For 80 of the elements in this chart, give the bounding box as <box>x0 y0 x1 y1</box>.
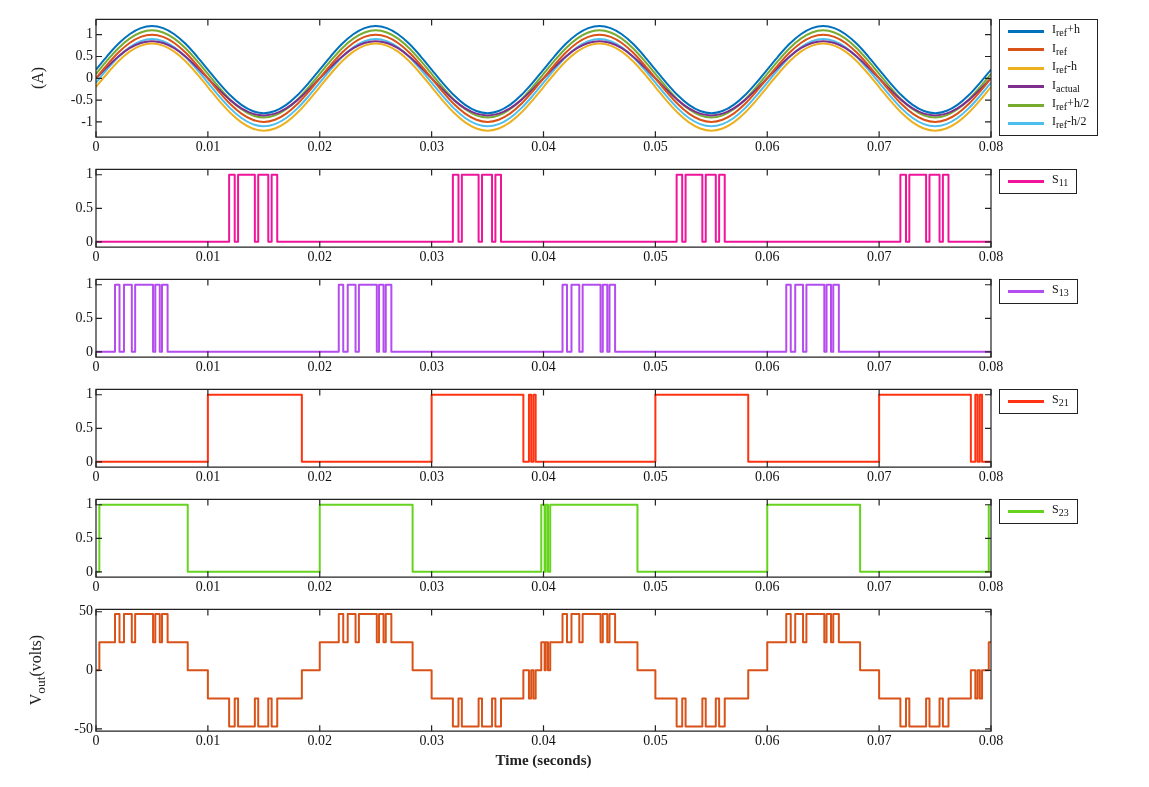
y-tick-label: 0 <box>86 563 93 579</box>
x-tick-label: 0.04 <box>531 469 556 485</box>
x-tick-label: 0.05 <box>643 579 668 595</box>
x-tick-label: 0.05 <box>643 359 668 375</box>
y-tick-label: 0 <box>86 343 93 359</box>
x-tick-label: 0.08 <box>978 579 1004 595</box>
x-tick-label: 0.07 <box>866 733 892 749</box>
y-tick-label: 0 <box>86 453 93 469</box>
x-tick-label: 0.02 <box>307 733 332 749</box>
x-tick-label: 0.02 <box>307 359 332 375</box>
x-tick-label: 0.04 <box>531 733 556 749</box>
x-axis-title: Time (seconds) <box>495 751 592 769</box>
x-tick-label: 0.05 <box>643 733 668 749</box>
x-tick-label: 0.07 <box>866 579 892 595</box>
x-tick-label: 0.01 <box>195 579 221 595</box>
x-tick-label: 0.07 <box>866 469 892 485</box>
x-tick-label: 0.05 <box>643 139 668 155</box>
x-tick-label: 0.08 <box>978 249 1004 265</box>
y-tick-label: -50 <box>74 720 93 736</box>
x-tick-label: 0.06 <box>755 579 780 595</box>
x-tick-label: 0.08 <box>978 733 1004 749</box>
x-tick-label: 0.02 <box>307 249 332 265</box>
x-tick-label: 0.08 <box>978 359 1004 375</box>
x-tick-label: 0.02 <box>307 139 332 155</box>
legend-label: I$_{ref}$-h/2 <box>1052 114 1087 133</box>
y-tick-label: 1 <box>86 166 93 182</box>
y-tick-label: 1 <box>86 276 93 292</box>
x-tick-label: 0.03 <box>419 249 444 265</box>
y-tick-label: 50 <box>79 603 93 619</box>
x-tick-label: 0.04 <box>531 139 556 155</box>
x-tick-label: 0.06 <box>755 249 780 265</box>
y-axis-title: (A) <box>29 67 47 90</box>
x-tick-label: 0.06 <box>755 733 780 749</box>
x-tick-label: 0.04 <box>531 579 556 595</box>
y-tick-label: 0.5 <box>75 419 93 435</box>
legend-label: S$_{11}$ <box>1052 172 1069 191</box>
x-tick-label: 0.06 <box>755 359 780 375</box>
x-tick-label: 0.07 <box>866 139 892 155</box>
legend-label: S$_{21}$ <box>1052 392 1069 411</box>
y-tick-label: 1 <box>86 496 93 512</box>
y-tick-label: 0.5 <box>75 529 93 545</box>
x-tick-label: 0.05 <box>643 249 668 265</box>
x-tick-label: 0.01 <box>195 249 221 265</box>
x-tick-label: 0.06 <box>755 139 780 155</box>
legend-label: S$_{13}$ <box>1052 282 1069 301</box>
legend-label: I$_{ref}$ <box>1052 40 1068 60</box>
y-tick-label: 0 <box>86 661 93 677</box>
x-tick-label: 0.02 <box>307 469 332 485</box>
x-tick-label: 0.01 <box>195 469 221 485</box>
x-tick-label: 0.07 <box>866 359 892 375</box>
x-tick-label: 0.03 <box>419 359 444 375</box>
y-tick-label: 0.5 <box>75 309 93 325</box>
y-tick-label: -0.5 <box>70 91 93 107</box>
x-tick-label: 0.03 <box>419 733 444 749</box>
x-tick-label: 0.01 <box>195 359 221 375</box>
y-tick-label: -1 <box>81 113 93 129</box>
y-tick-label: 1 <box>86 26 93 42</box>
y-tick-label: 0.5 <box>75 199 93 215</box>
y-tick-label: 0 <box>86 233 93 249</box>
x-tick-label: 0.01 <box>195 733 221 749</box>
x-tick-label: 0.01 <box>195 139 221 155</box>
legend-label: I$_{ref}$+h <box>1052 22 1080 41</box>
y-tick-label: 1 <box>86 386 93 402</box>
x-tick-label: 0.03 <box>419 469 444 485</box>
x-tick-label: 0.08 <box>978 469 1004 485</box>
x-tick-label: 0.04 <box>531 249 556 265</box>
y-tick-label: 0.5 <box>75 48 93 64</box>
x-tick-label: 0.04 <box>531 359 556 375</box>
y-tick-label: 0 <box>86 69 93 85</box>
legend-label: I$_{ref}$-h <box>1052 59 1078 78</box>
x-tick-label: 0.05 <box>643 469 668 485</box>
x-tick-label: 0.06 <box>755 469 780 485</box>
x-tick-label: 0.03 <box>419 139 444 155</box>
legend-label: I$_{ref}$+h/2 <box>1052 95 1090 115</box>
x-tick-label: 0.02 <box>307 579 332 595</box>
legend-label: S$_{23}$ <box>1052 502 1069 521</box>
x-tick-label: 0.08 <box>978 139 1004 155</box>
x-tick-label: 0.03 <box>419 579 444 595</box>
x-tick-label: 0.07 <box>866 249 892 265</box>
legend-label: I$_{actual}$ <box>1052 77 1080 96</box>
